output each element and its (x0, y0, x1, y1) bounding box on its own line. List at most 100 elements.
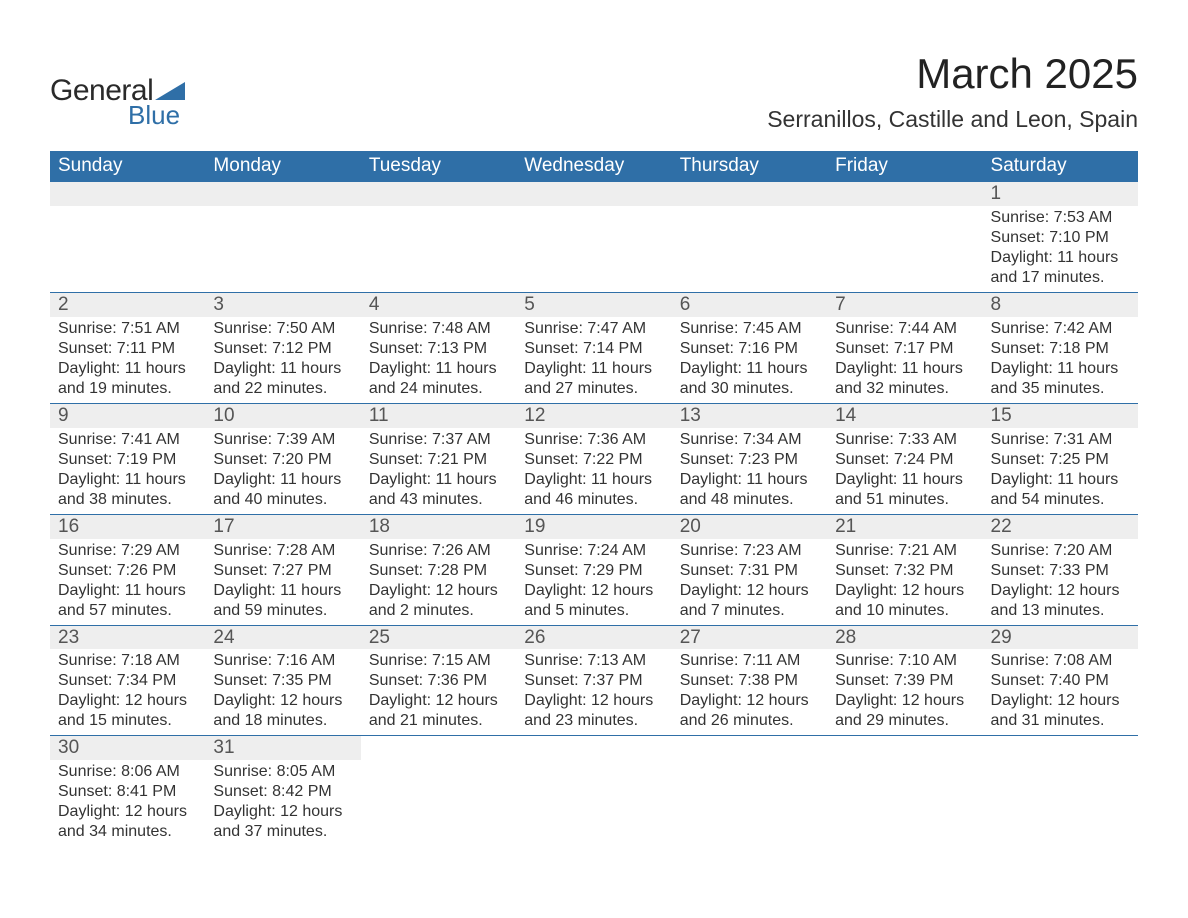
day-d2-line: and 2 minutes. (369, 601, 508, 621)
day-d2-line: and 48 minutes. (680, 490, 819, 510)
day-ss-line: Sunset: 7:37 PM (524, 671, 663, 691)
day-d1-line: Daylight: 11 hours (369, 470, 508, 490)
day-ss-line: Sunset: 7:13 PM (369, 339, 508, 359)
day-sr-line: Sunrise: 7:18 AM (58, 651, 197, 671)
day-d1-line: Daylight: 12 hours (680, 691, 819, 711)
day-number: 15 (983, 404, 1138, 428)
day-number: 31 (205, 736, 360, 760)
day-ss-line: Sunset: 7:22 PM (524, 450, 663, 470)
day-details: Sunrise: 7:42 AMSunset: 7:18 PMDaylight:… (983, 317, 1138, 403)
day-ss-line: Sunset: 7:24 PM (835, 450, 974, 470)
weekday-header: Wednesday (516, 151, 671, 182)
day-d1-line: Daylight: 11 hours (680, 470, 819, 490)
calendar-day-cell: 28Sunrise: 7:10 AMSunset: 7:39 PMDayligh… (827, 625, 982, 736)
day-ss-line: Sunset: 7:20 PM (213, 450, 352, 470)
day-d1-line: Daylight: 12 hours (213, 691, 352, 711)
day-d2-line: and 5 minutes. (524, 601, 663, 621)
calendar-day-cell: 21Sunrise: 7:21 AMSunset: 7:32 PMDayligh… (827, 514, 982, 625)
day-details: Sunrise: 7:08 AMSunset: 7:40 PMDaylight:… (983, 649, 1138, 735)
day-d1-line: Daylight: 12 hours (835, 691, 974, 711)
logo-triangle-icon (155, 78, 185, 100)
day-sr-line: Sunrise: 7:29 AM (58, 541, 197, 561)
day-details: Sunrise: 7:39 AMSunset: 7:20 PMDaylight:… (205, 428, 360, 514)
day-d2-line: and 13 minutes. (991, 601, 1130, 621)
calendar-day-cell: 8Sunrise: 7:42 AMSunset: 7:18 PMDaylight… (983, 292, 1138, 403)
day-d2-line: and 37 minutes. (213, 822, 352, 842)
day-ss-line: Sunset: 7:26 PM (58, 561, 197, 581)
empty-daynum-strip (827, 182, 982, 206)
day-ss-line: Sunset: 7:11 PM (58, 339, 197, 359)
calendar-day-cell: 14Sunrise: 7:33 AMSunset: 7:24 PMDayligh… (827, 403, 982, 514)
day-details: Sunrise: 8:06 AMSunset: 8:41 PMDaylight:… (50, 760, 205, 846)
day-ss-line: Sunset: 8:41 PM (58, 782, 197, 802)
day-details: Sunrise: 7:20 AMSunset: 7:33 PMDaylight:… (983, 539, 1138, 625)
day-d2-line: and 24 minutes. (369, 379, 508, 399)
day-d1-line: Daylight: 11 hours (524, 470, 663, 490)
day-d2-line: and 51 minutes. (835, 490, 974, 510)
day-ss-line: Sunset: 7:34 PM (58, 671, 197, 691)
day-d1-line: Daylight: 12 hours (524, 581, 663, 601)
day-ss-line: Sunset: 7:31 PM (680, 561, 819, 581)
calendar-day-cell: 17Sunrise: 7:28 AMSunset: 7:27 PMDayligh… (205, 514, 360, 625)
day-sr-line: Sunrise: 7:08 AM (991, 651, 1130, 671)
weekday-header: Saturday (983, 151, 1138, 182)
day-ss-line: Sunset: 7:16 PM (680, 339, 819, 359)
day-d2-line: and 59 minutes. (213, 601, 352, 621)
day-sr-line: Sunrise: 7:33 AM (835, 430, 974, 450)
calendar-day-cell: 9Sunrise: 7:41 AMSunset: 7:19 PMDaylight… (50, 403, 205, 514)
calendar-day-cell: 26Sunrise: 7:13 AMSunset: 7:37 PMDayligh… (516, 625, 671, 736)
weekday-header: Friday (827, 151, 982, 182)
empty-daynum-strip (516, 182, 671, 206)
day-details: Sunrise: 7:16 AMSunset: 7:35 PMDaylight:… (205, 649, 360, 735)
day-details: Sunrise: 7:36 AMSunset: 7:22 PMDaylight:… (516, 428, 671, 514)
day-ss-line: Sunset: 7:25 PM (991, 450, 1130, 470)
day-sr-line: Sunrise: 7:13 AM (524, 651, 663, 671)
day-details: Sunrise: 7:10 AMSunset: 7:39 PMDaylight:… (827, 649, 982, 735)
day-number: 26 (516, 626, 671, 650)
day-number: 7 (827, 293, 982, 317)
calendar-week-row: 23Sunrise: 7:18 AMSunset: 7:34 PMDayligh… (50, 625, 1138, 736)
day-d1-line: Daylight: 12 hours (991, 581, 1130, 601)
weekday-header: Sunday (50, 151, 205, 182)
day-ss-line: Sunset: 7:14 PM (524, 339, 663, 359)
day-sr-line: Sunrise: 7:44 AM (835, 319, 974, 339)
day-d2-line: and 10 minutes. (835, 601, 974, 621)
day-d2-line: and 46 minutes. (524, 490, 663, 510)
day-d2-line: and 30 minutes. (680, 379, 819, 399)
empty-daynum-strip (672, 182, 827, 206)
day-details: Sunrise: 7:47 AMSunset: 7:14 PMDaylight:… (516, 317, 671, 403)
day-number: 29 (983, 626, 1138, 650)
day-number: 6 (672, 293, 827, 317)
calendar-day-cell: 4Sunrise: 7:48 AMSunset: 7:13 PMDaylight… (361, 292, 516, 403)
day-d1-line: Daylight: 11 hours (213, 470, 352, 490)
day-details: Sunrise: 7:23 AMSunset: 7:31 PMDaylight:… (672, 539, 827, 625)
day-d2-line: and 19 minutes. (58, 379, 197, 399)
day-ss-line: Sunset: 7:23 PM (680, 450, 819, 470)
day-d2-line: and 32 minutes. (835, 379, 974, 399)
day-d1-line: Daylight: 11 hours (991, 359, 1130, 379)
day-ss-line: Sunset: 7:18 PM (991, 339, 1130, 359)
day-sr-line: Sunrise: 7:50 AM (213, 319, 352, 339)
day-d2-line: and 40 minutes. (213, 490, 352, 510)
day-sr-line: Sunrise: 7:26 AM (369, 541, 508, 561)
day-ss-line: Sunset: 7:38 PM (680, 671, 819, 691)
calendar-day-cell: 5Sunrise: 7:47 AMSunset: 7:14 PMDaylight… (516, 292, 671, 403)
calendar-empty-cell (361, 736, 516, 846)
day-ss-line: Sunset: 7:35 PM (213, 671, 352, 691)
day-number: 19 (516, 515, 671, 539)
calendar-day-cell: 16Sunrise: 7:29 AMSunset: 7:26 PMDayligh… (50, 514, 205, 625)
calendar-empty-cell (672, 736, 827, 846)
day-number: 21 (827, 515, 982, 539)
logo-word-blue: Blue (128, 100, 180, 131)
calendar-day-cell: 19Sunrise: 7:24 AMSunset: 7:29 PMDayligh… (516, 514, 671, 625)
calendar-day-cell: 7Sunrise: 7:44 AMSunset: 7:17 PMDaylight… (827, 292, 982, 403)
calendar-empty-cell (205, 182, 360, 293)
day-d1-line: Daylight: 11 hours (835, 359, 974, 379)
day-ss-line: Sunset: 7:32 PM (835, 561, 974, 581)
day-d1-line: Daylight: 12 hours (369, 691, 508, 711)
calendar-day-cell: 1Sunrise: 7:53 AMSunset: 7:10 PMDaylight… (983, 182, 1138, 293)
calendar-empty-cell (516, 182, 671, 293)
day-sr-line: Sunrise: 7:53 AM (991, 208, 1130, 228)
day-number: 17 (205, 515, 360, 539)
day-number: 5 (516, 293, 671, 317)
